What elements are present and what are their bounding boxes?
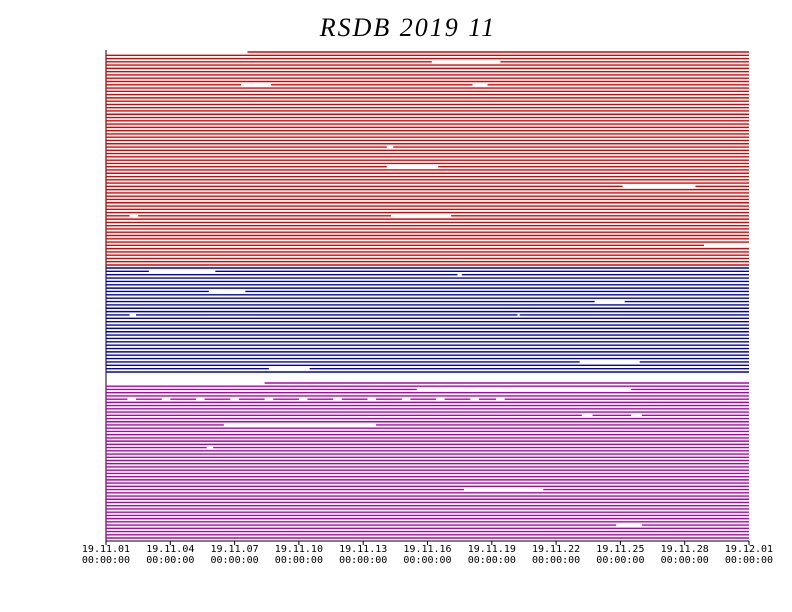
x-tick-label: 19.12.01 00:00:00 — [724, 544, 774, 566]
x-tick-label: 19.11.25 00:00:00 — [596, 544, 645, 566]
x-tick-label: 19.11.01 00:00:00 — [81, 544, 131, 566]
x-tick-label: 19.11.04 00:00:00 — [146, 544, 195, 566]
chart-title: RSDB 2019 11 — [319, 13, 497, 42]
x-tick-label: 19.11.22 00:00:00 — [532, 544, 581, 566]
x-tick-label: 19.11.28 00:00:00 — [660, 544, 709, 566]
x-tick-label: 19.11.07 00:00:00 — [210, 544, 259, 566]
x-tick-label: 19.11.13 00:00:00 — [339, 544, 388, 566]
x-tick-label: 19.11.10 00:00:00 — [274, 544, 323, 566]
x-tick-label: 19.11.16 00:00:00 — [403, 544, 452, 566]
x-tick-label: 19.11.19 00:00:00 — [467, 544, 516, 566]
